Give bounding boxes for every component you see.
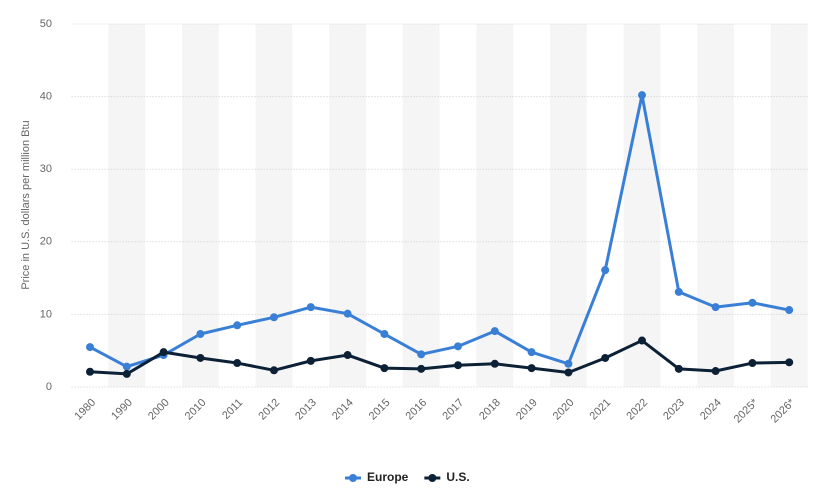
band [402,24,440,387]
x-tick-label: 1990 [109,397,135,423]
y-tick-label: 30 [40,163,52,175]
band [623,24,661,387]
band [329,24,366,387]
y-tick-label: 10 [40,308,52,320]
x-tick-label: 2017 [440,397,466,423]
data-point [785,358,794,367]
data-point [785,306,794,315]
x-tick-label: 2010 [183,397,209,423]
data-point [748,359,757,368]
data-point [527,348,536,357]
data-point [233,359,242,368]
data-point [674,287,683,296]
data-point [86,367,94,376]
legend-marker [349,474,357,482]
x-tick-label: 2015 [367,397,393,423]
data-point [343,309,352,318]
data-point [380,364,389,373]
x-tick-label: 2014 [330,397,356,423]
data-point [122,362,131,371]
data-point [601,353,610,362]
x-tick-label: 2023 [661,397,687,423]
x-tick-label: 2021 [588,397,614,423]
x-tick-label: 2018 [477,397,503,423]
data-point [674,364,683,373]
band [550,24,587,387]
y-axis-label: Price in U.S. dollars per million Btu [20,120,32,289]
x-tick-label: 1980 [72,397,98,423]
data-point [490,359,499,368]
data-point [270,366,278,375]
data-point [270,313,278,322]
data-point [196,330,205,339]
x-tick-label: 2019 [514,397,540,423]
band [697,24,734,387]
data-point [638,91,646,100]
x-tick-label: 2025* [732,396,761,425]
x-tick-label: 2022 [624,397,650,423]
data-point [417,364,426,373]
data-point [748,298,757,307]
legend-marker [428,474,437,482]
data-point [711,303,720,312]
data-point [343,351,352,360]
data-point [711,367,720,376]
legend: Europe U.S. [345,470,470,484]
data-point [417,350,426,359]
y-tick-label: 0 [46,381,52,393]
x-tick-label: 2013 [293,397,319,423]
data-point [196,353,205,362]
data-point [380,330,389,339]
data-point [527,364,536,373]
x-tick-label: 2012 [256,397,282,423]
data-point [638,336,646,345]
band [108,24,146,387]
data-point [490,327,499,336]
y-tick-label: 20 [40,236,52,248]
data-point [233,321,242,330]
band [476,24,514,387]
x-tick-label: 2026* [769,396,798,425]
x-tick-label: 2020 [551,397,577,423]
legend-label: Europe [367,470,409,484]
data-point [86,343,94,352]
data-point [122,369,131,378]
data-point [159,348,168,357]
data-point [454,361,462,370]
y-tick-label: 50 [40,18,52,30]
x-tick-label: 2011 [220,397,245,422]
data-point [564,359,573,368]
data-point [306,356,315,365]
x-tick-label: 2016 [404,397,430,423]
band [182,24,219,387]
series-line [89,339,790,376]
data-point [306,303,315,312]
data-point [454,342,462,351]
legend-label: U.S. [446,470,469,484]
data-point [601,266,610,275]
x-tick-label: 2000 [146,397,172,423]
data-point [564,368,573,377]
band [770,24,808,387]
x-tick-label: 2024 [698,397,724,423]
y-tick-label: 40 [40,91,52,103]
series-line [89,93,790,369]
band [255,24,293,387]
